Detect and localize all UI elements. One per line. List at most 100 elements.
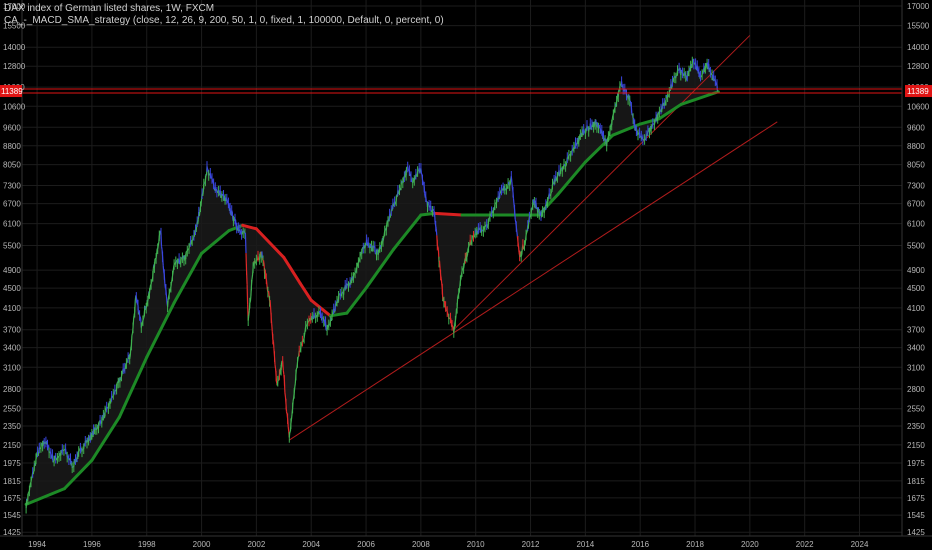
price-segment — [419, 170, 421, 173]
price-segment — [27, 491, 30, 494]
price-segment — [248, 310, 250, 317]
bottom-axis-panel[interactable] — [0, 536, 932, 550]
y-tick-label-right: 17000 — [907, 2, 930, 11]
y-tick-label-right: 3700 — [907, 326, 925, 335]
y-tick-label-right: 2550 — [907, 405, 925, 414]
price-segment — [124, 363, 127, 369]
price-segment — [508, 181, 510, 185]
price-segment — [170, 279, 173, 284]
price-segment — [149, 284, 152, 289]
price-segment — [35, 451, 38, 458]
price-segment — [401, 180, 403, 183]
price-segment — [611, 115, 614, 120]
price-segment — [287, 426, 290, 432]
price-segment — [642, 138, 645, 141]
y-tick-label-left: 9600 — [3, 123, 21, 132]
price-segment — [131, 332, 134, 336]
price-segment — [702, 71, 704, 73]
price-segment — [246, 284, 249, 305]
price-segment — [39, 447, 41, 450]
price-segment — [345, 285, 347, 290]
price-segment — [407, 169, 410, 171]
price-segment — [585, 129, 588, 132]
price-segment — [261, 251, 263, 259]
price-segment — [544, 206, 546, 210]
sma-slow-segment — [227, 223, 245, 233]
price-segment — [608, 132, 611, 137]
price-segment — [473, 235, 476, 238]
price-segment — [264, 269, 267, 279]
x-axis[interactable]: 1994 1996 1998 2000 2002 2004 2006 2008 2010 2012… — [28, 540, 869, 549]
price-segment — [210, 177, 212, 179]
price-segment — [684, 72, 686, 76]
price-segment — [164, 283, 166, 289]
price-segment — [350, 279, 352, 285]
price-segment — [606, 137, 609, 141]
y-tick-label-right: 2800 — [907, 385, 925, 394]
price-segment — [78, 449, 81, 451]
current-price-badge-left — [0, 85, 22, 98]
y-tick-label-left: 3700 — [3, 326, 21, 335]
y-tick-label-right: 6700 — [907, 200, 925, 209]
sma-slow-segment — [241, 223, 258, 231]
x-tick-label: 2016 — [631, 540, 649, 549]
price-segment — [527, 219, 530, 229]
price-segment — [169, 288, 171, 292]
x-tick-label: 2006 — [357, 540, 375, 549]
price-segment — [457, 294, 459, 299]
x-tick-label: 2004 — [302, 540, 320, 549]
price-segment — [182, 255, 184, 257]
price-segment — [434, 212, 436, 223]
strategy-legend: CA_-_MACD_SMA_strategy (close, 12, 26, 9… — [4, 15, 444, 26]
price-segment — [238, 229, 240, 232]
price-segment — [200, 198, 203, 207]
series-layer — [24, 35, 778, 514]
price-segment — [432, 209, 434, 211]
y-axis[interactable]: 1425 1425 1545 1545 1675 1675 1815 1815 1975 1975… — [3, 2, 930, 537]
price-segment — [294, 383, 296, 388]
price-segment — [332, 312, 334, 315]
trendline-2 — [289, 121, 778, 441]
price-segment — [402, 176, 405, 183]
sma-slow-segment — [90, 415, 121, 462]
price-segment — [129, 348, 132, 356]
y-tick-label-left: 2550 — [3, 405, 21, 414]
price-segment — [537, 207, 540, 211]
price-segment — [271, 323, 273, 332]
price-segment — [106, 406, 109, 409]
x-tick-label: 2010 — [467, 540, 485, 549]
price-segment — [383, 235, 385, 239]
price-segment — [356, 262, 359, 267]
price-segment — [142, 317, 145, 320]
price-segment — [540, 211, 543, 218]
price-segment — [447, 313, 449, 315]
y-tick-label-left: 8050 — [3, 161, 21, 170]
price-segment — [202, 192, 204, 196]
price-segment — [674, 75, 676, 79]
price-segment — [526, 231, 528, 233]
y-tick-label-left: 1815 — [3, 477, 21, 486]
price-segment — [391, 209, 393, 212]
price-segment — [389, 214, 392, 218]
price-segment — [463, 260, 466, 266]
price-segment — [670, 86, 673, 89]
sma-slow-segment — [298, 281, 313, 302]
price-segment — [335, 303, 337, 306]
y-tick-label-right: 4900 — [907, 266, 925, 275]
x-tick-label: 1998 — [138, 540, 156, 549]
y-tick-label-left: 2150 — [3, 441, 21, 450]
sma-slow-segment — [657, 102, 683, 121]
y-tick-label-left: 4100 — [3, 304, 21, 313]
price-segment — [494, 202, 497, 204]
price-segment — [193, 230, 196, 237]
y-tick-label-right: 9600 — [907, 123, 925, 132]
price-segment — [613, 108, 615, 113]
y-tick-label-right: 14000 — [907, 43, 930, 52]
price-segment — [126, 360, 129, 363]
price-segment — [172, 267, 175, 273]
x-tick-label: 2020 — [741, 540, 759, 549]
price-segment — [75, 458, 78, 463]
price-segment — [661, 107, 663, 113]
price-segment — [284, 392, 287, 398]
